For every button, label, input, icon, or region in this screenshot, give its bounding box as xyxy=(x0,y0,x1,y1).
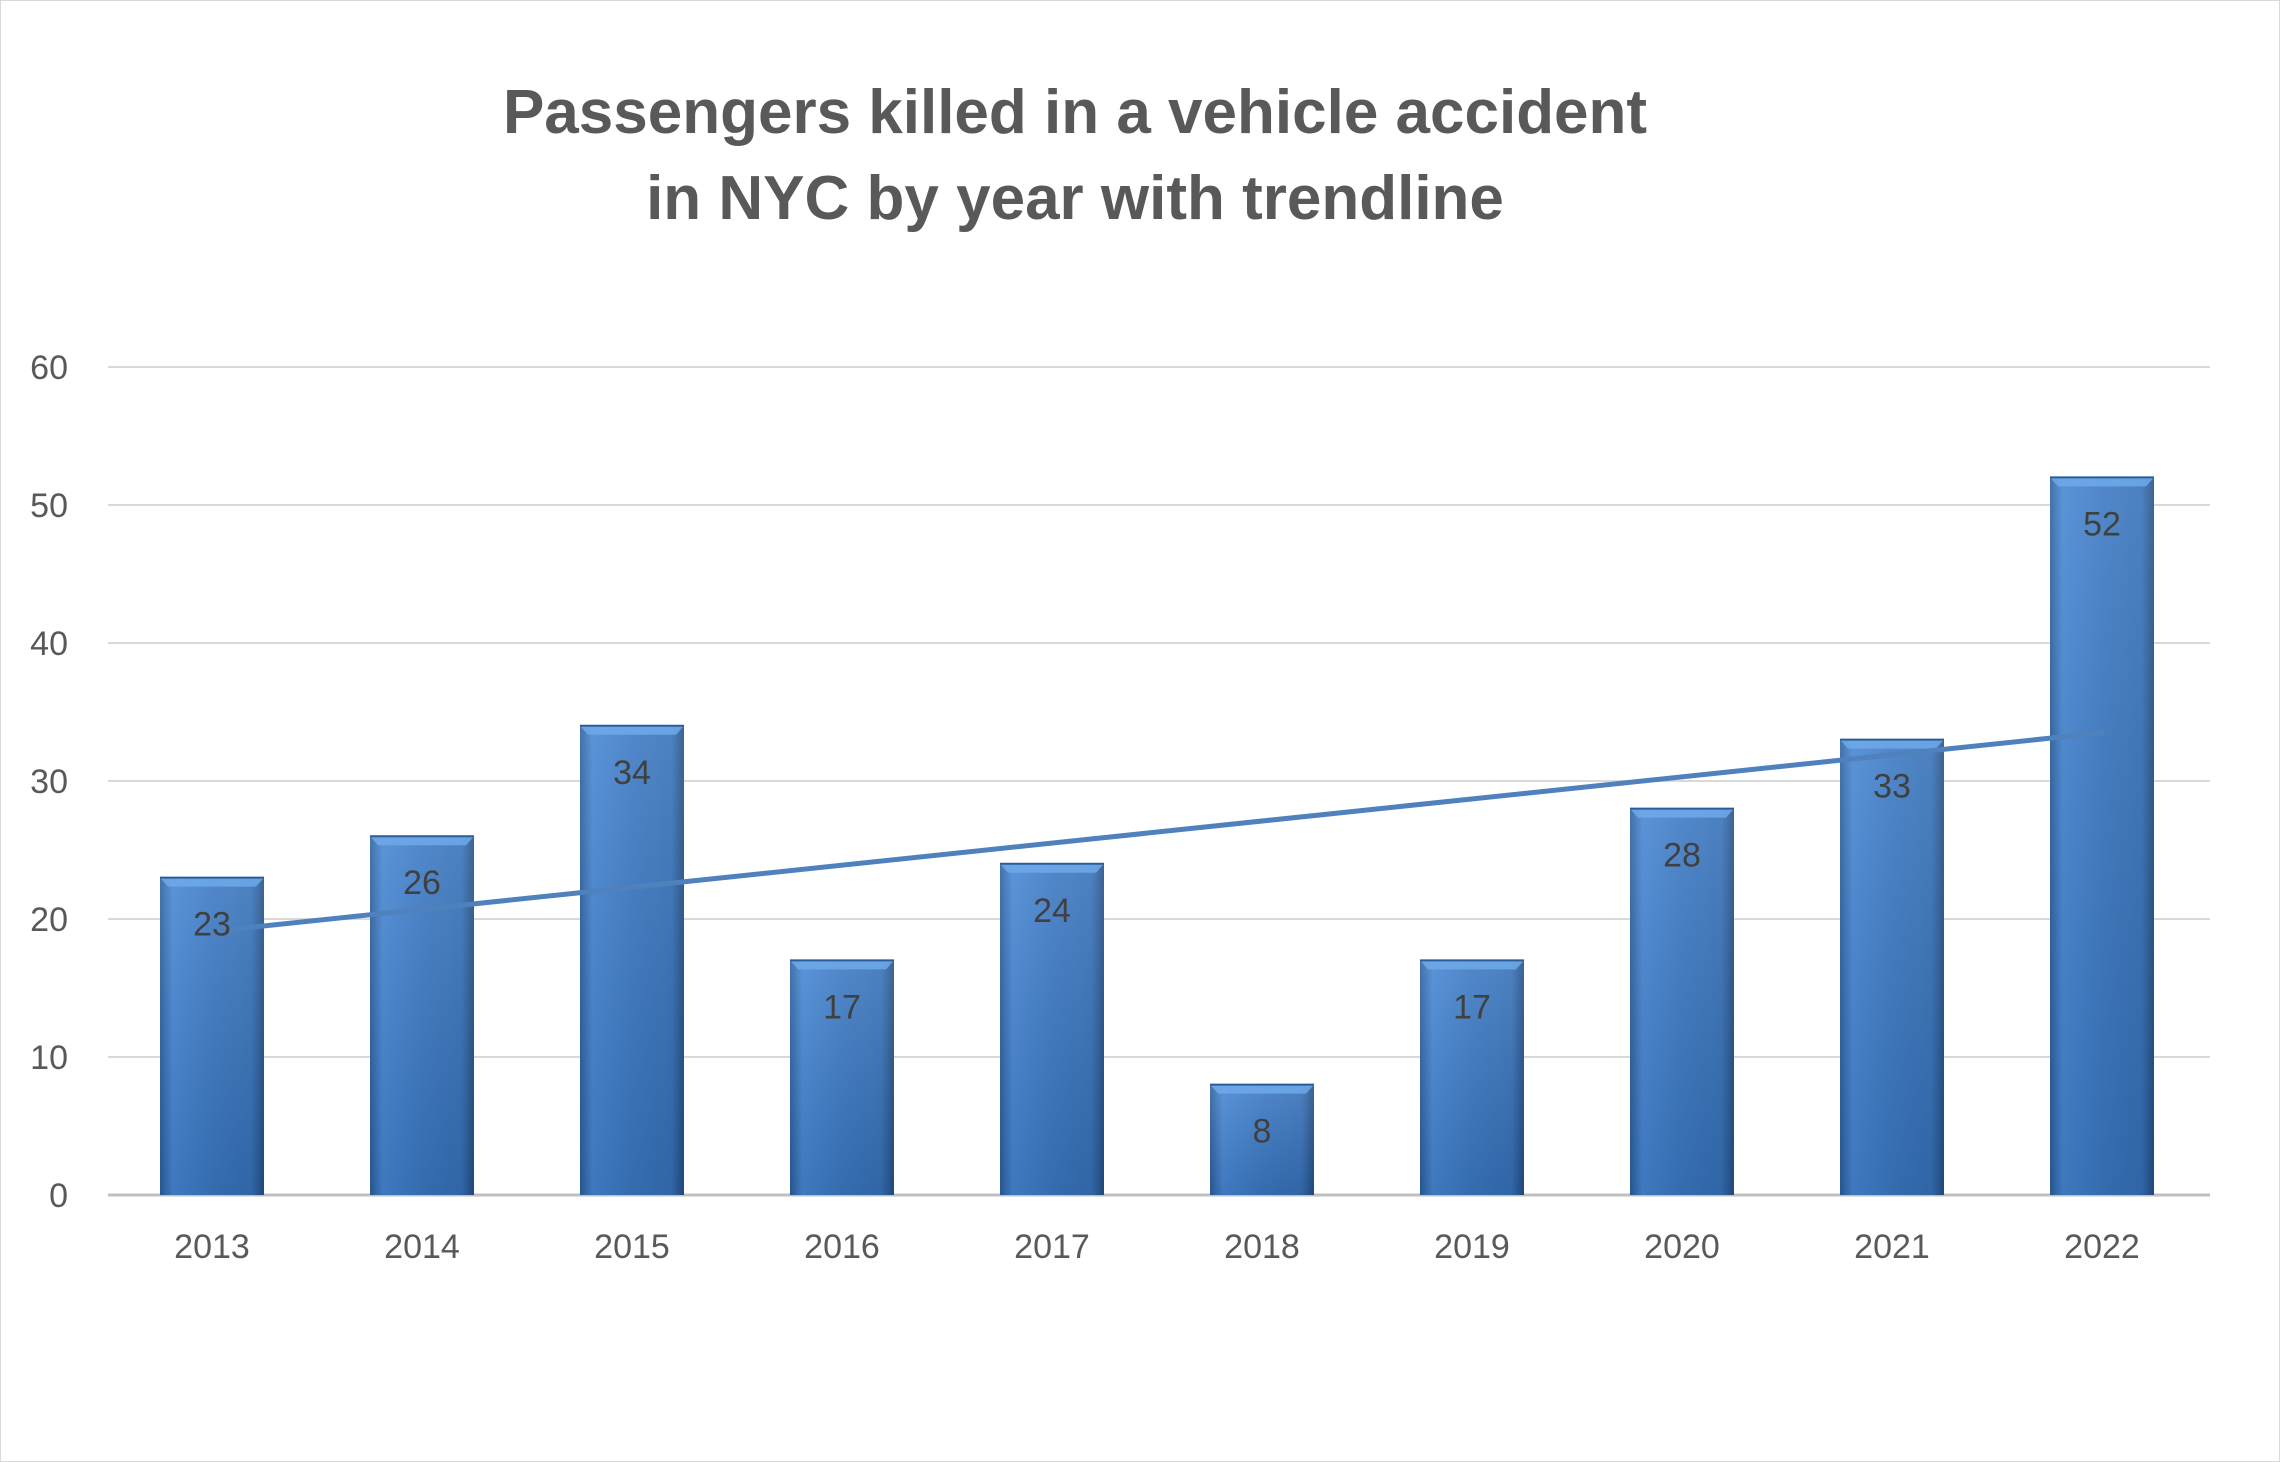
chart-title-line-1: Passengers killed in a vehicle accident xyxy=(502,78,1648,147)
bar-shade xyxy=(1420,960,1524,1195)
bar-shade xyxy=(1210,1084,1314,1195)
y-axis: 0 10 20 30 40 50 60 xyxy=(30,349,68,1215)
data-label: 17 xyxy=(823,988,861,1026)
bar-bevel xyxy=(1630,808,1734,818)
bars xyxy=(160,476,2154,1195)
x-tick-label: 2020 xyxy=(1644,1228,1720,1266)
data-labels: 23 26 34 17 24 8 17 28 33 52 xyxy=(193,505,2121,1150)
x-tick-label: 2015 xyxy=(594,1228,670,1266)
bar-bevel xyxy=(1840,739,1944,749)
y-tick-label: 30 xyxy=(30,763,68,801)
trendline-line xyxy=(209,730,2105,934)
bar-shade xyxy=(1000,863,1104,1195)
y-tick-label: 50 xyxy=(30,487,68,525)
bar-shade xyxy=(2050,477,2154,1195)
bar-bevel xyxy=(1210,1084,1314,1094)
bar-shade xyxy=(790,960,894,1195)
data-label: 26 xyxy=(403,864,441,902)
data-label: 24 xyxy=(1033,892,1071,930)
y-tick-label: 60 xyxy=(30,349,68,387)
x-tick-label: 2022 xyxy=(2064,1228,2140,1266)
chart-title-line-2: in NYC by year with trendline xyxy=(646,164,1504,233)
x-tick-label: 2019 xyxy=(1434,1228,1510,1266)
bar-bevel xyxy=(2050,477,2154,487)
bar-bevel xyxy=(580,725,684,735)
bar-bevel xyxy=(790,960,894,970)
bar-shade xyxy=(1840,739,1944,1195)
x-tick-label: 2016 xyxy=(804,1228,880,1266)
data-label: 28 xyxy=(1663,837,1701,875)
x-tick-label: 2021 xyxy=(1854,1228,1930,1266)
x-tick-label: 2017 xyxy=(1014,1228,1090,1266)
bar-shade xyxy=(1630,808,1734,1195)
y-tick-label: 40 xyxy=(30,625,68,663)
chart-title: Passengers killed in a vehicle accident … xyxy=(0,70,2150,242)
bar-shade xyxy=(580,725,684,1195)
bar-bevel xyxy=(1000,863,1104,873)
bar-shade xyxy=(370,836,474,1195)
y-tick-label: 20 xyxy=(30,901,68,939)
data-label: 23 xyxy=(193,906,231,944)
x-tick-label: 2013 xyxy=(174,1228,250,1266)
data-label: 34 xyxy=(613,754,651,792)
bar-bevel xyxy=(1420,960,1524,970)
x-tick-label: 2014 xyxy=(384,1228,460,1266)
data-label: 17 xyxy=(1453,988,1491,1026)
bar-bevel xyxy=(160,877,264,887)
data-label: 8 xyxy=(1253,1113,1272,1151)
y-tick-label: 10 xyxy=(30,1039,68,1077)
trendline xyxy=(209,730,2105,934)
bar-bevel xyxy=(370,836,474,846)
x-axis: 2013 2014 2015 2016 2017 2018 2019 2020 2021 2022 xyxy=(174,1228,2140,1266)
data-label: 52 xyxy=(2083,505,2121,543)
x-tick-label: 2018 xyxy=(1224,1228,1300,1266)
y-tick-label: 0 xyxy=(49,1177,68,1215)
data-label: 33 xyxy=(1873,768,1911,806)
